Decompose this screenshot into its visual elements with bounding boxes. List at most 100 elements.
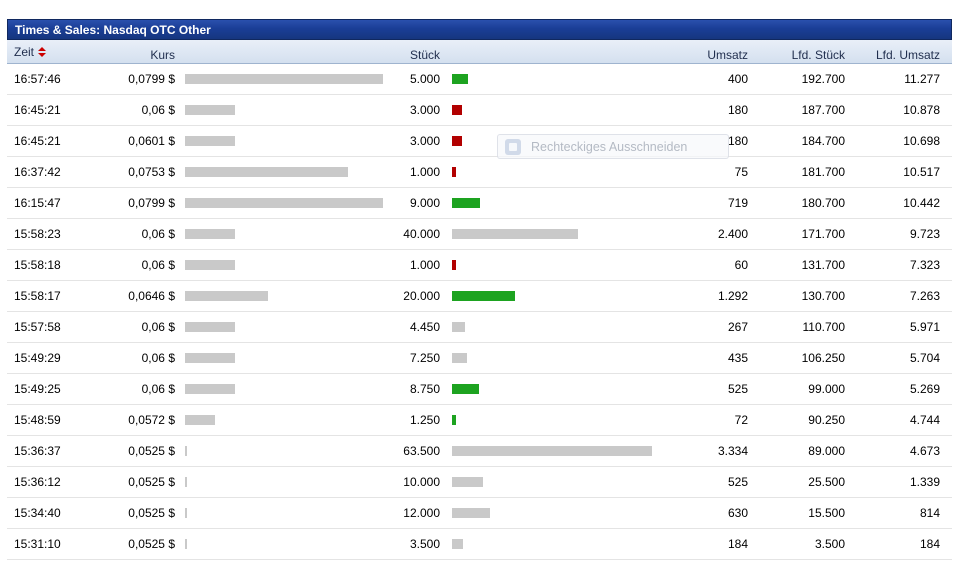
stueck-bar — [452, 167, 456, 177]
zeit-value: 16:45:21 — [14, 103, 61, 117]
lfd-umsatz-value: 10.878 — [903, 103, 940, 117]
column-header-lfd-umsatz[interactable]: Lfd. Umsatz — [875, 48, 940, 62]
umsatz-value: 1.292 — [717, 289, 748, 303]
kurs-bar-cell — [175, 477, 385, 487]
lfd-stueck-value: 15.500 — [808, 506, 845, 520]
stueck-bar-cell — [440, 477, 663, 487]
stueck-bar-cell — [440, 105, 663, 115]
kurs-bar — [185, 353, 235, 363]
umsatz-value: 435 — [727, 351, 748, 365]
table-row: 15:58:18 0,06 $ 1.000 60 131.700 7.323 — [7, 250, 952, 281]
lfd-umsatz-value: 814 — [919, 506, 940, 520]
kurs-bar-cell — [175, 198, 385, 208]
kurs-bar — [185, 322, 235, 332]
table-row: 16:57:46 0,0799 $ 5.000 400 192.700 11.2… — [7, 64, 952, 95]
table-row: 16:45:21 0,06 $ 3.000 180 187.700 10.878 — [7, 95, 952, 126]
kurs-bar-cell — [175, 167, 385, 177]
stueck-bar-cell — [440, 322, 663, 332]
kurs-value: 0,06 $ — [141, 382, 175, 396]
kurs-bar-cell — [175, 260, 385, 270]
kurs-bar-cell — [175, 229, 385, 239]
zeit-value: 15:31:10 — [14, 537, 61, 551]
kurs-value: 0,0525 $ — [128, 444, 175, 458]
stueck-value: 8.750 — [409, 382, 440, 396]
lfd-umsatz-value: 7.263 — [909, 289, 940, 303]
table-row: 15:57:58 0,06 $ 4.450 267 110.700 5.971 — [7, 312, 952, 343]
kurs-value: 0,06 $ — [141, 227, 175, 241]
kurs-value: 0,06 $ — [141, 103, 175, 117]
kurs-value: 0,0799 $ — [128, 196, 175, 210]
column-header-umsatz[interactable]: Umsatz — [707, 48, 748, 62]
stueck-bar — [452, 198, 480, 208]
table-row: 16:45:21 0,0601 $ 3.000 180 184.700 10.6… — [7, 126, 952, 157]
table-row: 15:49:29 0,06 $ 7.250 435 106.250 5.704 — [7, 343, 952, 374]
kurs-bar-cell — [175, 446, 385, 456]
column-header-kurs[interactable]: Kurs — [150, 48, 175, 62]
lfd-umsatz-value: 1.339 — [909, 475, 940, 489]
table-row: 15:36:12 0,0525 $ 10.000 525 25.500 1.33… — [7, 467, 952, 498]
kurs-value: 0,0525 $ — [128, 475, 175, 489]
column-header-zeit[interactable]: Zeit — [7, 40, 105, 63]
stueck-bar — [452, 384, 479, 394]
stueck-value: 40.000 — [403, 227, 440, 241]
zeit-value: 15:58:23 — [14, 227, 61, 241]
stueck-bar — [452, 291, 515, 301]
stueck-value: 1.250 — [409, 413, 440, 427]
lfd-umsatz-value: 5.971 — [909, 320, 940, 334]
lfd-stueck-value: 187.700 — [801, 103, 845, 117]
stueck-bar-cell — [440, 353, 663, 363]
stueck-bar-cell — [440, 167, 663, 177]
kurs-bar-cell — [175, 353, 385, 363]
lfd-stueck-value: 89.000 — [808, 444, 845, 458]
lfd-stueck-value: 131.700 — [801, 258, 845, 272]
snip-tooltip-text: Rechteckiges Ausschneiden — [531, 139, 688, 154]
stueck-bar — [452, 260, 456, 270]
lfd-umsatz-value: 9.723 — [909, 227, 940, 241]
kurs-bar — [185, 105, 235, 115]
kurs-value: 0,06 $ — [141, 351, 175, 365]
kurs-bar — [185, 136, 235, 146]
column-header-kurs-bar-spacer — [175, 40, 385, 63]
kurs-value: 0,0601 $ — [128, 134, 175, 148]
table-row: 15:49:25 0,06 $ 8.750 525 99.000 5.269 — [7, 374, 952, 405]
kurs-bar — [185, 384, 235, 394]
zeit-value: 15:49:25 — [14, 382, 61, 396]
column-header-stueck[interactable]: Stück — [409, 48, 440, 62]
stueck-bar-cell — [440, 415, 663, 425]
lfd-stueck-value: 181.700 — [801, 165, 845, 179]
kurs-bar-cell — [175, 508, 385, 518]
umsatz-value: 184 — [727, 537, 748, 551]
zeit-value: 15:48:59 — [14, 413, 61, 427]
stueck-bar — [452, 508, 490, 518]
umsatz-value: 267 — [727, 320, 748, 334]
kurs-value: 0,0646 $ — [128, 289, 175, 303]
title-bar: Times & Sales: Nasdaq OTC Other — [7, 19, 952, 40]
column-header-zeit-label: Zeit — [14, 44, 35, 59]
stueck-value: 12.000 — [403, 506, 440, 520]
kurs-bar-cell — [175, 539, 385, 549]
lfd-stueck-value: 180.700 — [801, 196, 845, 210]
stueck-bar — [452, 353, 467, 363]
table-row: 15:48:59 0,0572 $ 1.250 72 90.250 4.744 — [7, 405, 952, 436]
times-and-sales-panel: Times & Sales: Nasdaq OTC Other Zeit Kur… — [7, 19, 952, 560]
window-title: Times & Sales: Nasdaq OTC Other — [15, 23, 211, 37]
stueck-value: 4.450 — [409, 320, 440, 334]
kurs-bar — [185, 167, 348, 177]
stueck-value: 63.500 — [403, 444, 440, 458]
table-body: 16:57:46 0,0799 $ 5.000 400 192.700 11.2… — [7, 64, 952, 560]
umsatz-value: 400 — [727, 72, 748, 86]
zeit-value: 16:57:46 — [14, 72, 61, 86]
stueck-value: 3.000 — [409, 134, 440, 148]
sort-arrows-icon[interactable] — [38, 46, 47, 57]
kurs-bar-cell — [175, 291, 385, 301]
column-header-lfd-stueck[interactable]: Lfd. Stück — [791, 48, 845, 62]
umsatz-value: 72 — [734, 413, 748, 427]
snipping-tool-tooltip: Rechteckiges Ausschneiden — [497, 134, 729, 159]
table-row: 16:15:47 0,0799 $ 9.000 719 180.700 10.4… — [7, 188, 952, 219]
umsatz-value: 75 — [734, 165, 748, 179]
zeit-value: 15:36:12 — [14, 475, 61, 489]
lfd-umsatz-value: 5.704 — [909, 351, 940, 365]
stueck-value: 1.000 — [409, 165, 440, 179]
kurs-bar — [185, 446, 187, 456]
stueck-bar-cell — [440, 384, 663, 394]
